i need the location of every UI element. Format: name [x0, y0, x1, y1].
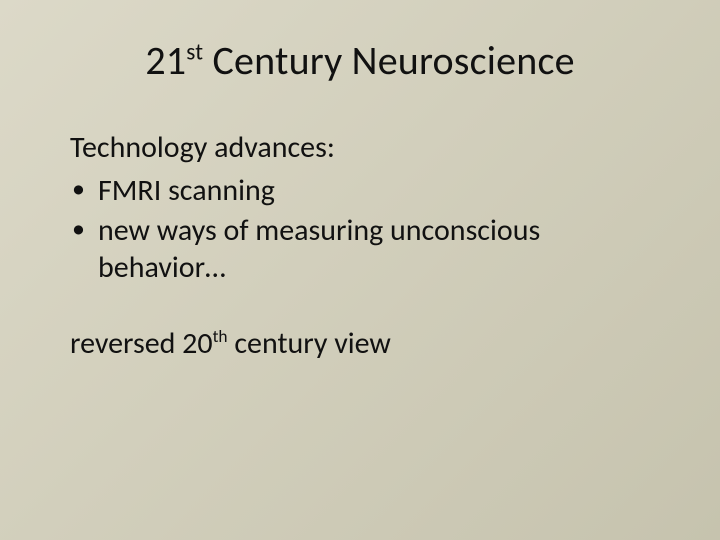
title-rest: Century Neuroscience: [203, 36, 574, 85]
title-ordinal-suffix: st: [186, 39, 203, 67]
closing-after: century view: [228, 325, 391, 362]
closing-ordinal-suffix: th: [213, 325, 228, 347]
bullet-list: FMRI scanning new ways of measuring unco…: [70, 172, 670, 287]
title-number: 21: [145, 36, 186, 85]
closing-text: reversed 20th century view: [70, 325, 670, 362]
slide-body: Technology advances: FMRI scanning new w…: [50, 129, 670, 362]
slide: 21st Century Neuroscience Technology adv…: [0, 0, 720, 540]
list-item: FMRI scanning: [70, 172, 670, 210]
slide-title: 21st Century Neuroscience: [50, 36, 670, 85]
intro-text: Technology advances:: [70, 129, 670, 166]
list-item: new ways of measuring unconscious behavi…: [70, 212, 670, 287]
closing-before: reversed 20: [70, 325, 213, 362]
